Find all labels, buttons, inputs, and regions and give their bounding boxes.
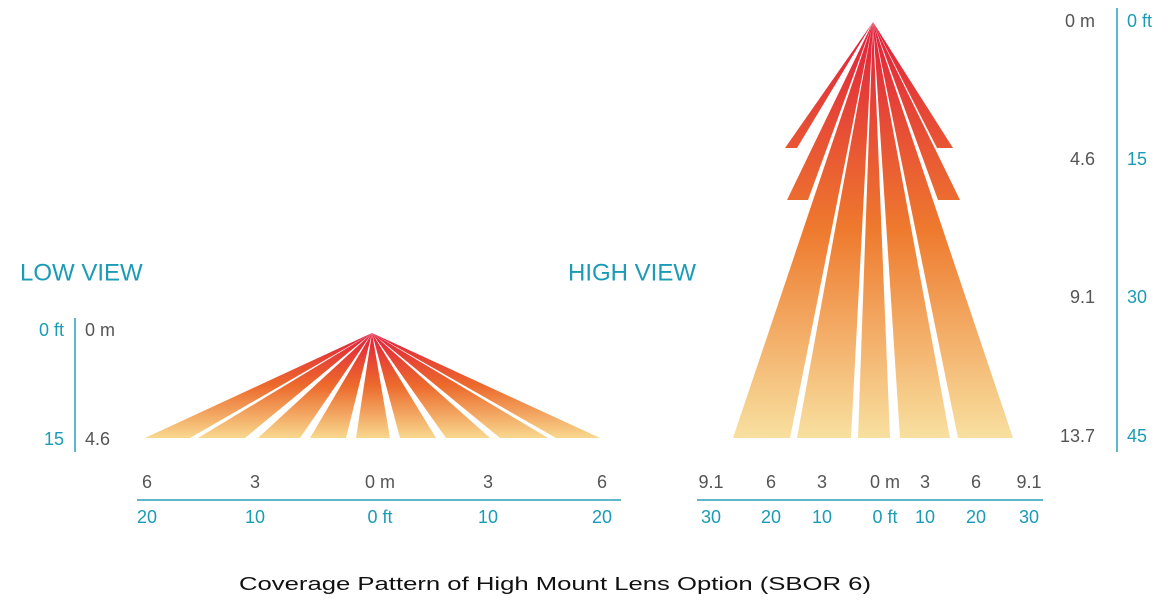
axis-label: 0 m [870,472,900,492]
beam [356,333,390,438]
axis-label: 4.6 [85,429,110,449]
beam [372,333,548,438]
beam [873,22,960,200]
title: Coverage Pattern of High Mount Lens Opti… [239,574,871,594]
axis-label: 3 [483,472,493,492]
beam [797,22,873,438]
axis-label: 9.1 [1016,472,1041,492]
axis-label: 0 ft [367,507,392,527]
beam [873,22,1013,438]
axis-label: 9.1 [1070,287,1095,307]
axis-label: 0 m [1065,11,1095,31]
axis-label: 6 [142,472,152,492]
axis-label: 30 [701,507,721,527]
axis-label: 0 ft [39,320,64,340]
axis-label: 30 [1019,507,1039,527]
beam [787,22,873,200]
axis-label: 10 [915,507,935,527]
beam [198,333,372,438]
axis-label: 20 [592,507,612,527]
beam [145,333,372,438]
axis-label: 0 m [85,320,115,340]
axis-label: 10 [812,507,832,527]
axis-label: 3 [250,472,260,492]
beam [310,333,372,438]
axis-label: 0 ft [872,507,897,527]
beam [858,22,890,438]
axis-label: 0 m [365,472,395,492]
axis-label: 15 [1127,149,1147,169]
beam [733,22,873,438]
beam [785,22,873,148]
beam [372,333,490,438]
axis-label: 0 ft [1127,11,1152,31]
axis-label: 20 [966,507,986,527]
axis-label: 6 [971,472,981,492]
view-label: LOW VIEW [20,259,143,286]
axis-label: 3 [817,472,827,492]
axis-label: 20 [137,507,157,527]
beam [258,333,372,438]
axis-label: 4.6 [1070,149,1095,169]
beam [372,333,436,438]
axis-label: 6 [597,472,607,492]
beams [145,22,1013,438]
axis-label: 6 [766,472,776,492]
axis-label: 45 [1127,426,1147,446]
axis-label: 13.7 [1060,426,1095,446]
beam [873,22,953,148]
beam [372,333,600,438]
view-label: HIGH VIEW [568,259,696,286]
axis-label: 10 [245,507,265,527]
axis-label: 15 [44,429,64,449]
axis-label: 10 [478,507,498,527]
axis-label: 9.1 [698,472,723,492]
axis-label: 3 [920,472,930,492]
axis-label: 20 [761,507,781,527]
beam [873,22,950,438]
axis-label: 30 [1127,287,1147,307]
